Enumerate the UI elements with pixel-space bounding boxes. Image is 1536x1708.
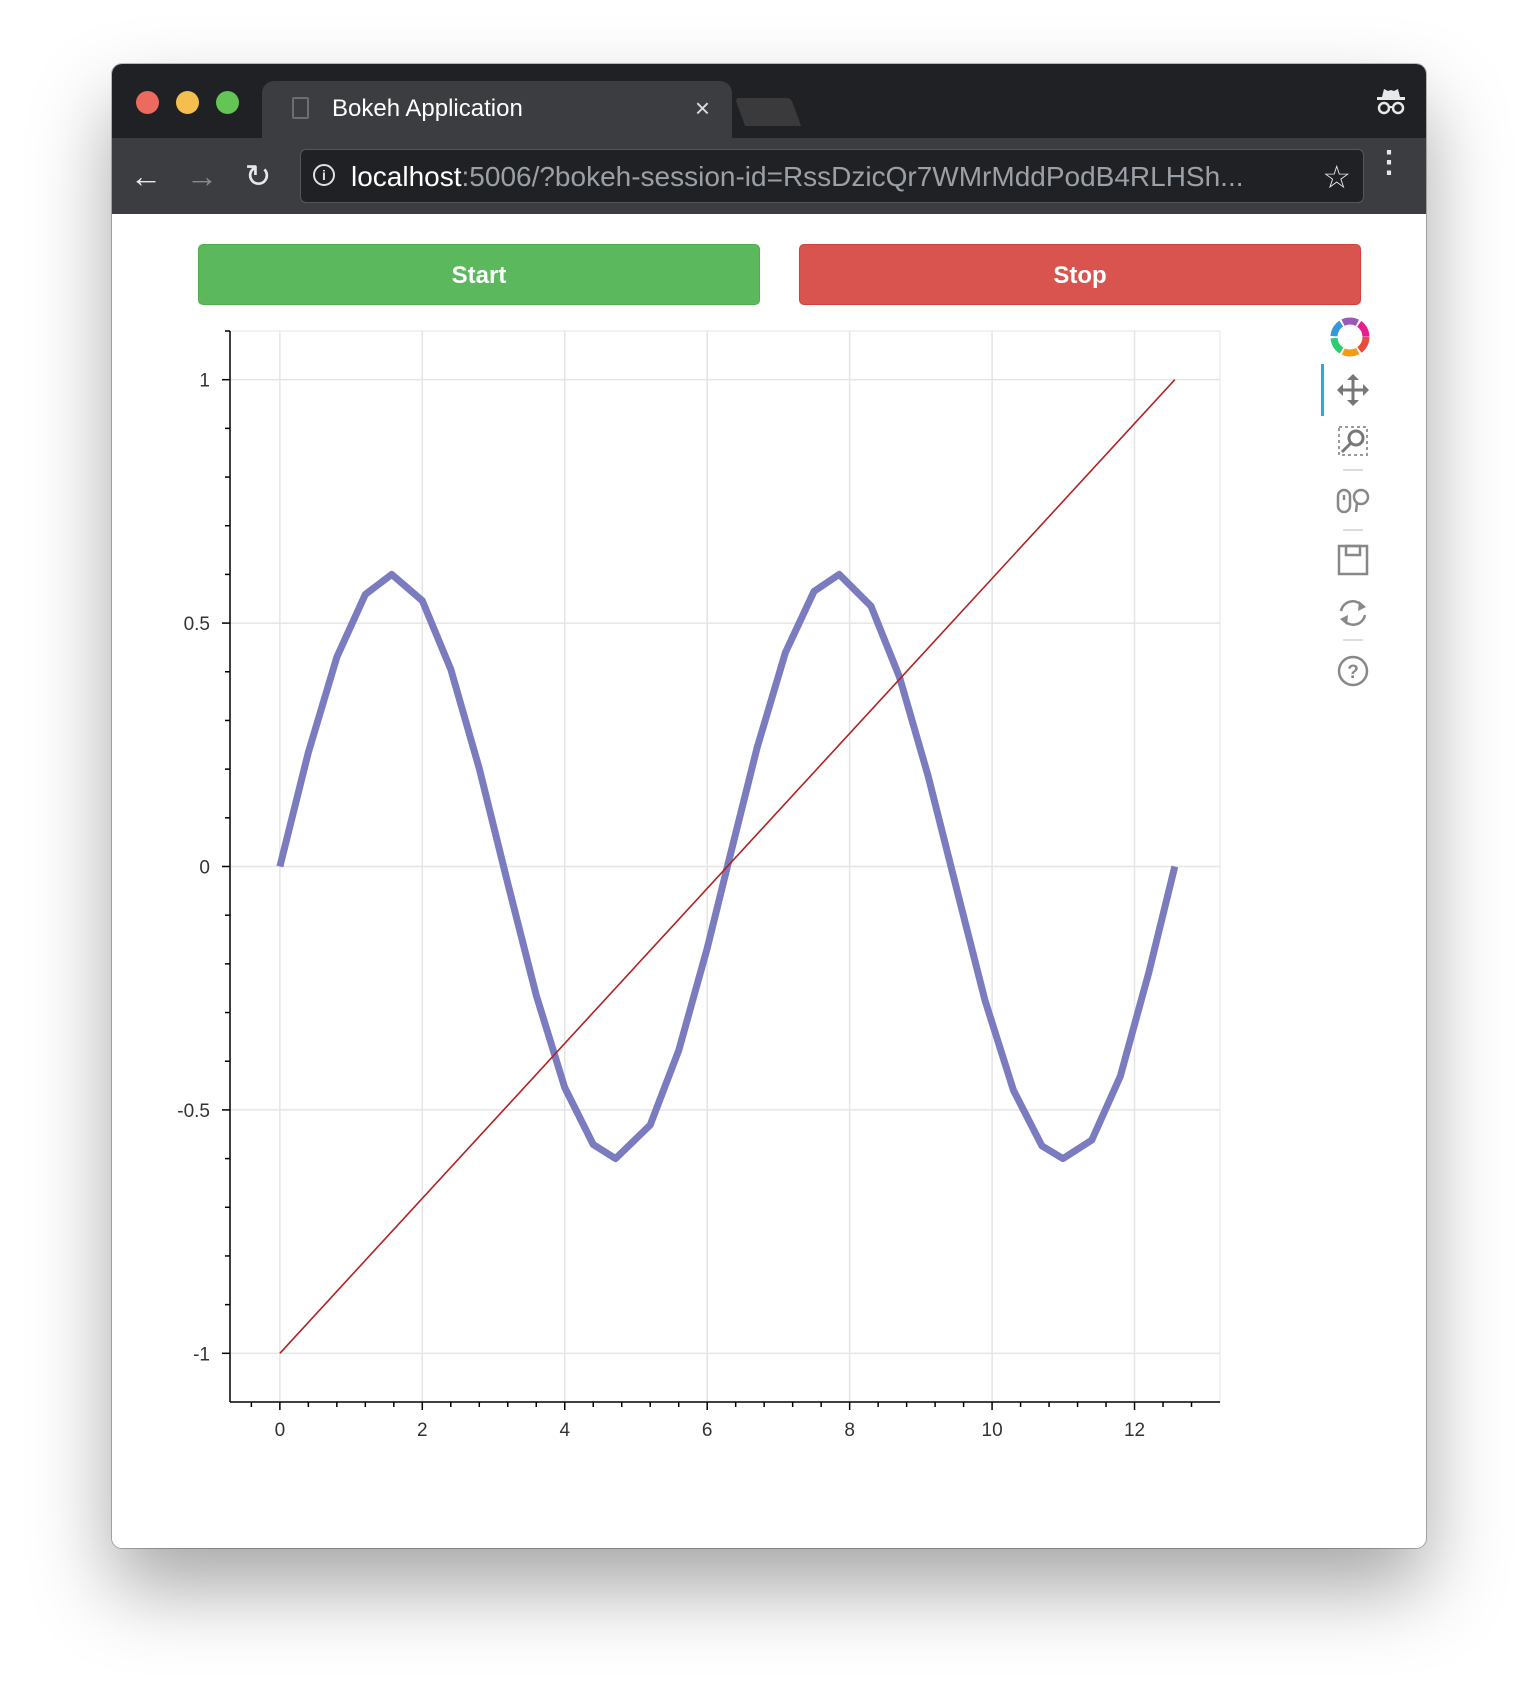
address-bar[interactable]: i localhost:5006/?bokeh-session-id=RssDz… [300,149,1364,203]
wheel-zoom-tool-icon[interactable] [1336,488,1370,514]
browser-toolbar: ← → ↻ i localhost:5006/?bokeh-session-id… [112,138,1426,214]
title-bar: Bokeh Application × [112,64,1426,138]
url-host: localhost [351,161,462,192]
x-tick-label: 2 [417,1420,428,1441]
box-zoom-tool-icon[interactable] [1338,426,1368,456]
stop-button[interactable]: Stop [799,244,1361,305]
y-tick-label: -0.5 [177,1101,210,1122]
minimize-window-button[interactable] [176,91,199,114]
plot-axes: 0 2 4 6 8 10 12 -1 -0.5 0 0.5 1 [177,330,1220,1441]
tab-close-icon[interactable]: × [694,93,710,123]
new-tab-button[interactable] [734,98,802,126]
url-text[interactable]: localhost:5006/?bokeh-session-id=RssDzic… [351,161,1301,193]
star-icon[interactable]: ☆ [1322,159,1351,195]
tab-title: Bokeh Application [332,95,523,122]
page-content: Start Stop 0 2 4 6 8 10 12 -1 -0.5 0 0.5 1 [112,214,1426,1548]
close-window-button[interactable] [136,91,159,114]
x-tick-label: 6 [702,1420,713,1441]
start-button[interactable]: Start [198,244,760,305]
back-arrow-icon[interactable]: ← [130,158,162,194]
reset-tool-icon[interactable] [1339,600,1367,626]
active-tool-indicator [1321,364,1324,416]
grid-lines [230,330,1221,1402]
plot-series [276,379,1179,1354]
y-tick-label: 0 [199,858,210,879]
bokeh-plot[interactable]: 0 2 4 6 8 10 12 -1 -0.5 0 0.5 1 [112,214,1426,1548]
plot-toolbar: ? [1321,317,1370,687]
save-tool-icon[interactable] [1337,544,1369,576]
x-tick-label: 4 [559,1420,570,1441]
url-path: :5006/?bokeh-session-id=RssDzicQr7WMrMdd… [461,161,1244,192]
pan-tool-icon[interactable] [1337,374,1369,406]
bokeh-logo-icon[interactable] [1330,317,1370,357]
browser-window: Bokeh Application × ← → ↻ i localhost:50… [112,64,1426,1548]
info-icon[interactable]: i [313,164,335,186]
forward-arrow-icon[interactable]: → [186,158,218,194]
x-tick-label: 8 [844,1420,855,1441]
y-tick-label: -1 [193,1344,210,1365]
y-tick-label: 1 [199,371,210,392]
reload-icon[interactable]: ↻ [244,158,272,194]
svg-text:?: ? [1347,662,1359,683]
x-tick-label: 0 [275,1420,286,1441]
y-tick-label: 0.5 [184,614,210,635]
maximize-window-button[interactable] [216,91,239,114]
help-tool-icon[interactable]: ? [1337,655,1369,687]
menu-icon[interactable]: ⋮ [1374,146,1404,179]
browser-tab[interactable]: Bokeh Application × [262,81,732,138]
incognito-icon [1377,89,1405,115]
document-icon [292,97,309,119]
x-tick-label: 12 [1124,1420,1145,1441]
diagonal-line [279,379,1176,1354]
x-tick-label: 10 [982,1420,1003,1441]
